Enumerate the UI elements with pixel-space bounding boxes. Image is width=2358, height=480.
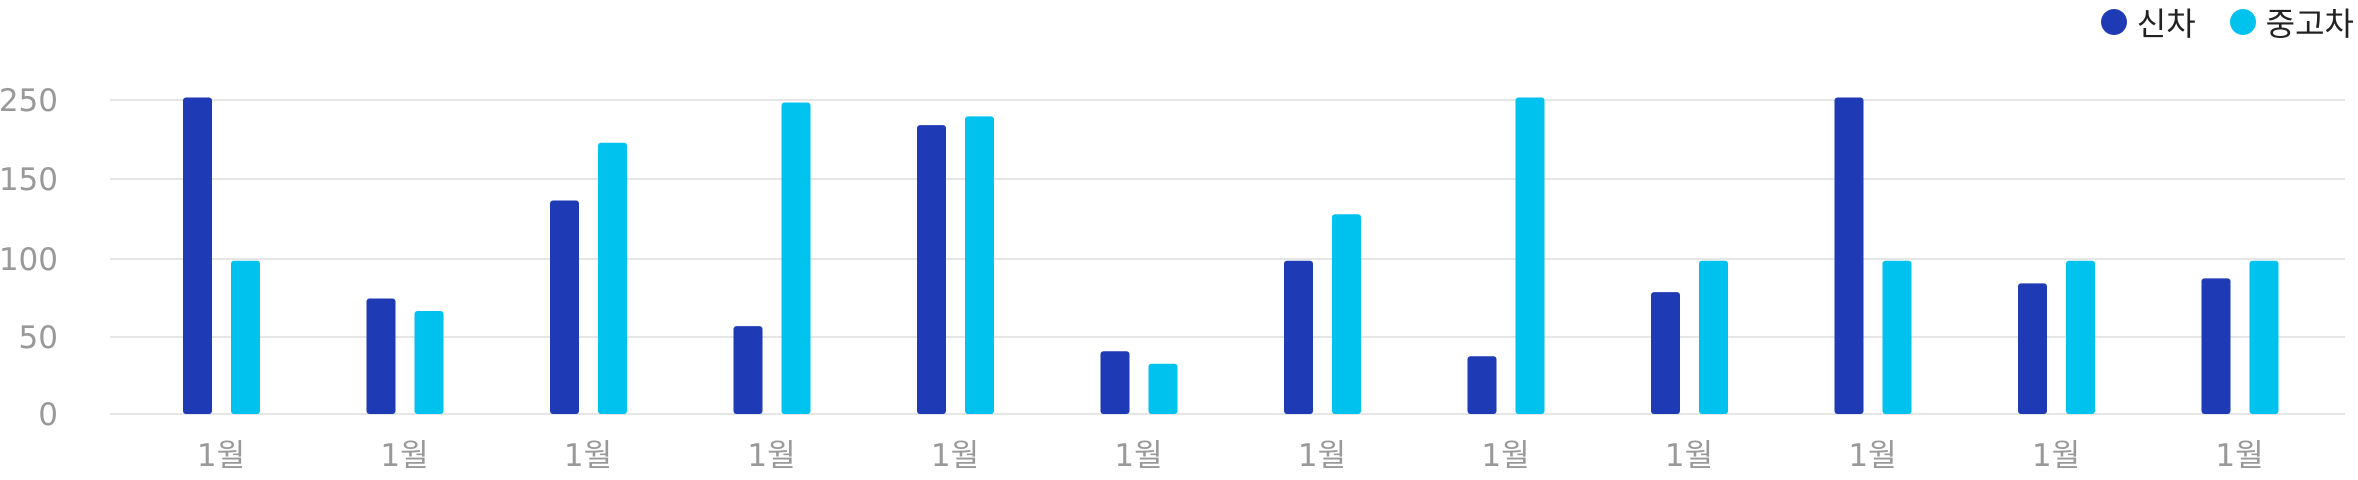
bar-used-car[interactable]: [781, 102, 811, 415]
bar-new-car[interactable]: [917, 125, 946, 415]
bar-used-car[interactable]: [2249, 260, 2279, 414]
bar-new-car[interactable]: [183, 97, 212, 414]
bar-used-car[interactable]: [2066, 260, 2095, 414]
bar-used-car[interactable]: [965, 116, 994, 414]
bar-new-car[interactable]: [550, 200, 579, 414]
bar-new-car[interactable]: [733, 326, 763, 414]
y-tick-label: 100: [0, 242, 58, 278]
bar-used-car[interactable]: [1882, 260, 1912, 414]
legend-label-used-car: 중고차: [2265, 5, 2354, 43]
bar-new-car[interactable]: [1100, 351, 1130, 414]
x-tick-label: 1월: [1665, 438, 1713, 474]
x-tick-label: 1월: [197, 438, 245, 474]
bar-new-car[interactable]: [1834, 97, 1864, 414]
y-tick-label: 0: [38, 397, 58, 433]
chart-legend: 신차 중고차: [2100, 0, 2354, 45]
bars: [183, 97, 2279, 415]
legend-item-new-car[interactable]: 신차: [2100, 0, 2196, 45]
legend-item-used-car[interactable]: 중고차: [2229, 0, 2354, 45]
bar-used-car[interactable]: [1332, 214, 1361, 414]
bar-used-car[interactable]: [231, 260, 260, 414]
legend-label-new-car: 신차: [2136, 5, 2196, 43]
y-tick-label: 150: [0, 162, 58, 198]
bar-used-car[interactable]: [598, 142, 627, 415]
x-tick-label: 1월: [380, 438, 428, 474]
x-tick-label: 1월: [1481, 438, 1529, 474]
y-tick-label: 250: [0, 83, 58, 119]
bar-new-car[interactable]: [1467, 356, 1497, 414]
x-tick-label: 1월: [747, 438, 795, 474]
y-axis-ticks: 0 50 100 150 250: [0, 83, 58, 433]
x-tick-label: 1월: [2032, 438, 2080, 474]
legend-dot-new-car-icon: [2100, 9, 2127, 35]
bar-new-car[interactable]: [2018, 283, 2047, 414]
x-axis-ticks: 1월 1월 1월 1월 1월 1월 1월 1월 1월 1월 1월 1월: [197, 438, 2264, 474]
grid-lines: [110, 99, 2345, 415]
bar-used-car[interactable]: [414, 311, 444, 414]
x-tick-label: 1월: [1848, 438, 1896, 474]
y-tick-label: 50: [19, 320, 58, 356]
x-tick-label: 1월: [2215, 438, 2263, 474]
bar-new-car[interactable]: [1284, 260, 1313, 414]
legend-dot-used-car-icon: [2229, 9, 2256, 35]
bar-used-car[interactable]: [1699, 260, 1728, 414]
x-tick-label: 1월: [1114, 438, 1162, 474]
bar-new-car[interactable]: [1651, 292, 1680, 414]
bar-used-car[interactable]: [1515, 97, 1545, 414]
bar-new-car[interactable]: [2201, 278, 2231, 414]
x-tick-label: 1월: [1298, 438, 1346, 474]
bar-used-car[interactable]: [1148, 363, 1178, 414]
x-tick-label: 1월: [931, 438, 979, 474]
x-tick-label: 1월: [564, 438, 612, 474]
bar-new-car[interactable]: [366, 298, 396, 414]
